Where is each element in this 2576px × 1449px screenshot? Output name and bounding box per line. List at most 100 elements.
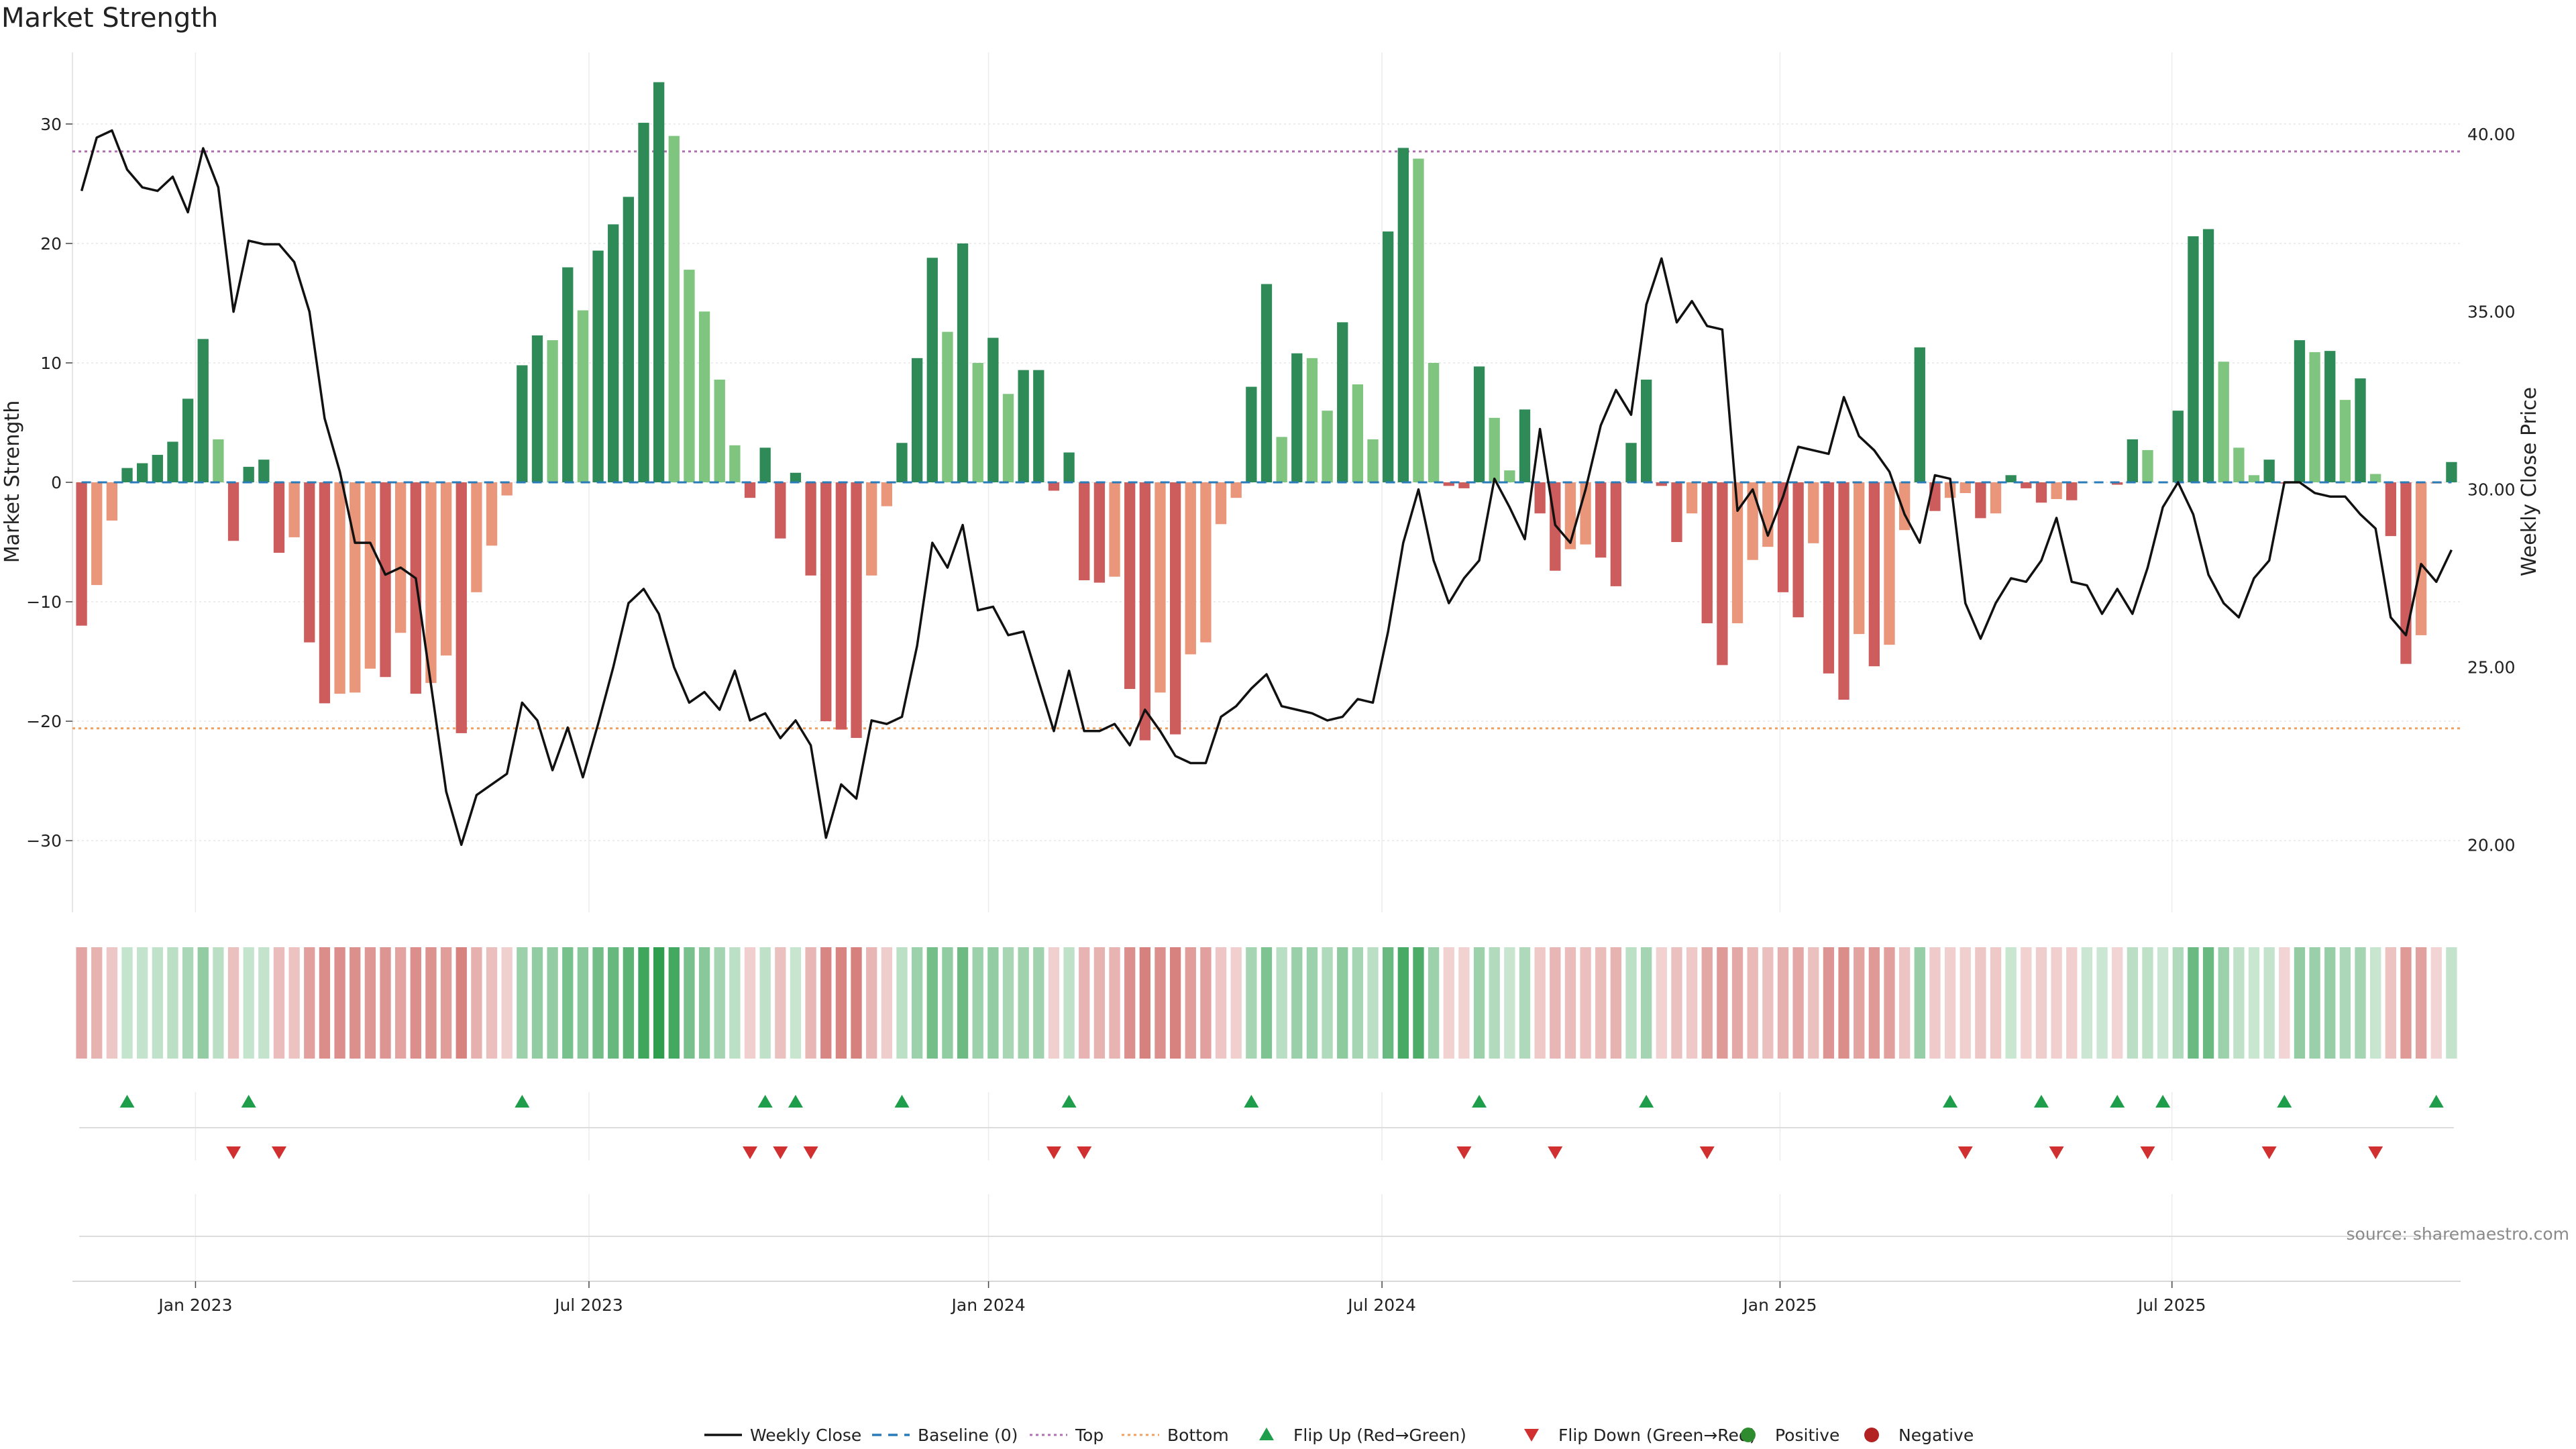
strength-bar	[1124, 482, 1136, 690]
strength-bar	[2218, 362, 2229, 482]
strength-bar	[1260, 284, 1273, 482]
heat-cell	[121, 947, 133, 1059]
heat-cell	[668, 947, 680, 1059]
heat-cell	[790, 947, 802, 1059]
heat-cell	[1185, 947, 1196, 1059]
heat-cell	[896, 947, 908, 1059]
strength-bar	[1504, 470, 1515, 482]
heat-cell	[2294, 947, 2306, 1059]
heat-cell	[213, 947, 224, 1059]
strength-bar	[471, 482, 482, 592]
heat-cell	[562, 947, 574, 1059]
heat-cell	[881, 947, 892, 1059]
y2-tick-label: 35.00	[2467, 303, 2516, 322]
strength-bar	[304, 482, 315, 643]
legend-swatch-flip-up	[1259, 1428, 1274, 1440]
strength-bar	[258, 460, 270, 482]
heat-cell	[2051, 947, 2062, 1059]
strength-bar	[714, 379, 725, 482]
heat-cell	[319, 947, 331, 1059]
heat-cell	[2112, 947, 2123, 1059]
heat-cell	[1580, 947, 1591, 1059]
strength-bar	[2400, 482, 2412, 664]
flip-down-marker	[271, 1146, 286, 1159]
legend-label-weekly-close: Weekly Close	[750, 1426, 861, 1445]
y-tick-label: −30	[26, 831, 62, 851]
strength-bar	[1093, 482, 1106, 583]
heat-cell	[1747, 947, 1758, 1059]
strength-bar	[926, 258, 938, 482]
strength-bar	[1641, 379, 1652, 482]
strength-bar	[1169, 482, 1181, 735]
strength-bar	[425, 482, 437, 684]
heat-cell	[440, 947, 452, 1059]
heat-cell	[1002, 947, 1014, 1059]
heat-cell	[1975, 947, 1986, 1059]
flip-down-marker	[1456, 1146, 1472, 1159]
heat-cell	[1063, 947, 1075, 1059]
weekly-close-series	[80, 129, 2453, 847]
strength-bars	[76, 82, 2457, 741]
weekly-close-line	[80, 129, 2453, 847]
y-axis-ticks: −30 −20 −10 0 10 20 30	[26, 115, 72, 851]
strength-bar	[1306, 358, 1318, 482]
heat-cell	[304, 947, 315, 1059]
strength-bar	[2309, 352, 2320, 482]
y-tick-label: 20	[40, 234, 62, 254]
flip-down-marker	[2049, 1146, 2064, 1159]
strength-bar	[2035, 482, 2047, 503]
heat-cell	[1443, 947, 1454, 1059]
heat-cell	[972, 947, 983, 1059]
heat-cell	[851, 947, 862, 1059]
strength-bar	[364, 482, 376, 669]
flip-markers-panel	[79, 1095, 2454, 1159]
heat-cell	[258, 947, 270, 1059]
heat-cell	[1731, 947, 1743, 1059]
strength-bar	[653, 82, 665, 482]
heat-cell	[1641, 947, 1652, 1059]
heat-cell	[1519, 947, 1531, 1059]
heat-cell	[288, 947, 300, 1059]
heat-cell	[835, 947, 847, 1059]
flip-down-marker	[2140, 1146, 2155, 1159]
flip-up-marker	[1061, 1095, 1077, 1108]
strength-bar	[2172, 411, 2184, 482]
heat-cell	[638, 947, 649, 1059]
strength-bar	[684, 270, 695, 482]
strength-bar	[531, 335, 543, 482]
heat-cell	[2233, 947, 2245, 1059]
heat-cell	[243, 947, 254, 1059]
strength-bar	[1777, 482, 1789, 592]
heat-cell	[2081, 947, 2093, 1059]
strength-bar	[1185, 482, 1196, 655]
heat-cell	[1504, 947, 1515, 1059]
strength-heatstrip	[76, 947, 2457, 1059]
heat-cell	[197, 947, 209, 1059]
heat-cell	[1260, 947, 1273, 1059]
strength-bar	[380, 482, 391, 678]
strength-bar	[213, 439, 224, 482]
strength-bar	[334, 482, 345, 694]
y2-tick-label: 40.00	[2467, 125, 2516, 144]
strength-bar	[1079, 482, 1090, 581]
strength-bar	[2202, 229, 2214, 482]
strength-bar	[881, 482, 892, 506]
heat-cell	[1610, 947, 1622, 1059]
heat-cell	[1383, 947, 1394, 1059]
strength-bar	[1884, 482, 1895, 645]
strength-bar	[1838, 482, 1849, 700]
heat-cell	[714, 947, 725, 1059]
strength-bar	[698, 311, 710, 482]
strength-bar	[182, 398, 194, 482]
heat-cell	[1276, 947, 1287, 1059]
strength-bar	[790, 472, 802, 482]
heat-cell	[1337, 947, 1348, 1059]
heat-cell	[182, 947, 194, 1059]
strength-bar	[1109, 482, 1120, 577]
heat-cell	[1550, 947, 1561, 1059]
heat-cell	[1701, 947, 1713, 1059]
strength-bar	[972, 362, 983, 482]
flip-up-marker	[1639, 1095, 1654, 1108]
heat-cell	[1489, 947, 1500, 1059]
strength-bar	[2263, 460, 2275, 482]
